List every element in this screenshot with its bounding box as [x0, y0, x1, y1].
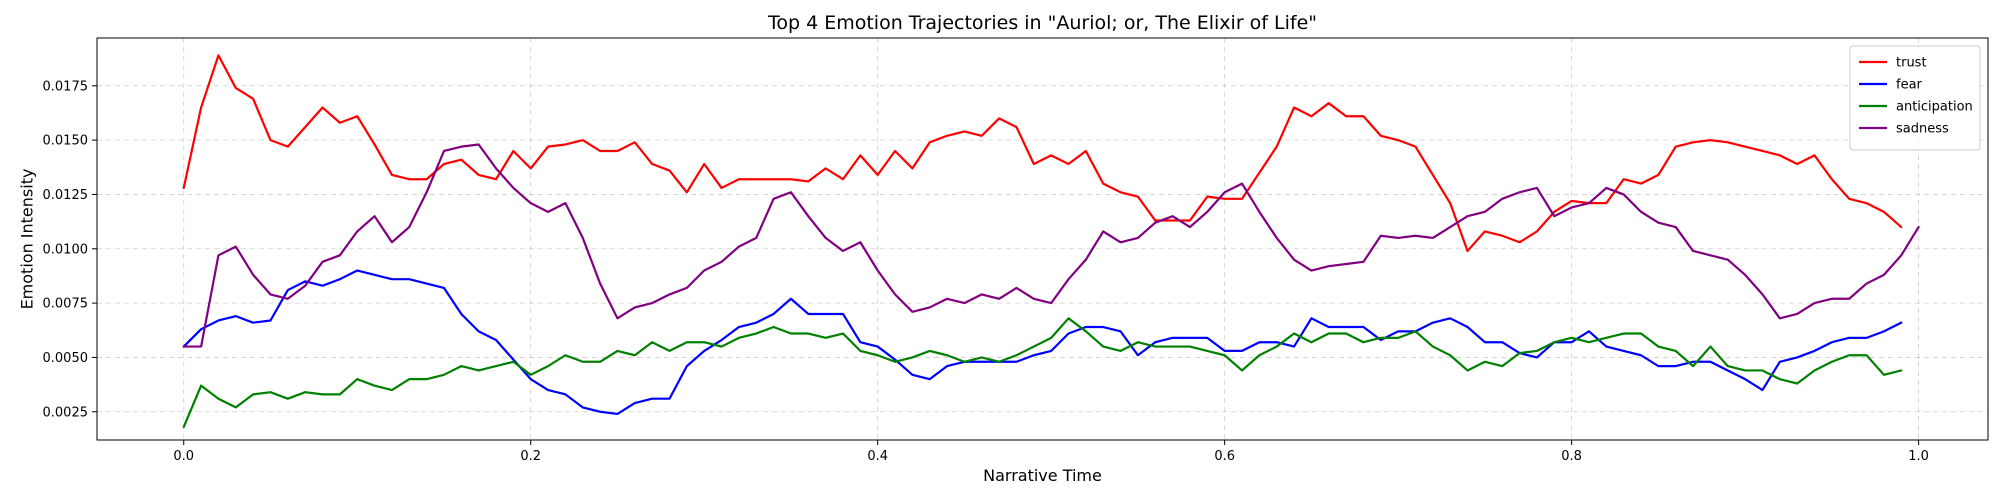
y-tick-label: 0.0050: [43, 351, 89, 366]
x-axis-ticks: 0.0 0.2 0.4 0.6 0.8 1.0: [173, 440, 1929, 464]
y-tick-label: 0.0150: [43, 134, 89, 149]
legend: trust fear anticipation sadness: [1849, 45, 1981, 151]
y-tick-label: 0.0100: [43, 242, 89, 257]
series-line-anticipation: [182, 317, 1903, 429]
y-tick-label: 0.0175: [43, 79, 89, 94]
x-axis-title: Narrative Time: [983, 466, 1102, 485]
y-axis-title: Emotion Intensity: [18, 169, 37, 310]
y-axis-ticks: 0.0025 0.0050 0.0075 0.0100 0.0125 0.0150 0.01…: [43, 79, 97, 420]
x-tick-label: 1.0: [1908, 449, 1929, 464]
legend-label-sadness: sadness: [1896, 122, 1949, 137]
x-tick-label: 0.0: [173, 449, 194, 464]
series-line-sadness: [182, 143, 1920, 348]
legend-label-fear: fear: [1896, 78, 1923, 93]
x-tick-label: 0.8: [1561, 449, 1582, 464]
chart-title: Top 4 Emotion Trajectories in "Auriol; o…: [767, 12, 1317, 34]
legend-box: [1849, 45, 1981, 151]
legend-label-anticipation: anticipation: [1896, 100, 1973, 115]
plot-frame: [96, 37, 1989, 441]
y-tick-label: 0.0075: [43, 297, 89, 312]
y-tick-label: 0.0025: [43, 405, 89, 420]
x-tick-label: 0.2: [520, 449, 541, 464]
y-tick-label: 0.0125: [43, 188, 89, 203]
x-tick-label: 0.4: [867, 449, 888, 464]
x-tick-label: 0.6: [1214, 449, 1235, 464]
series-line-fear: [182, 269, 1903, 416]
series-lines: [182, 54, 1920, 429]
legend-label-trust: trust: [1896, 56, 1927, 71]
